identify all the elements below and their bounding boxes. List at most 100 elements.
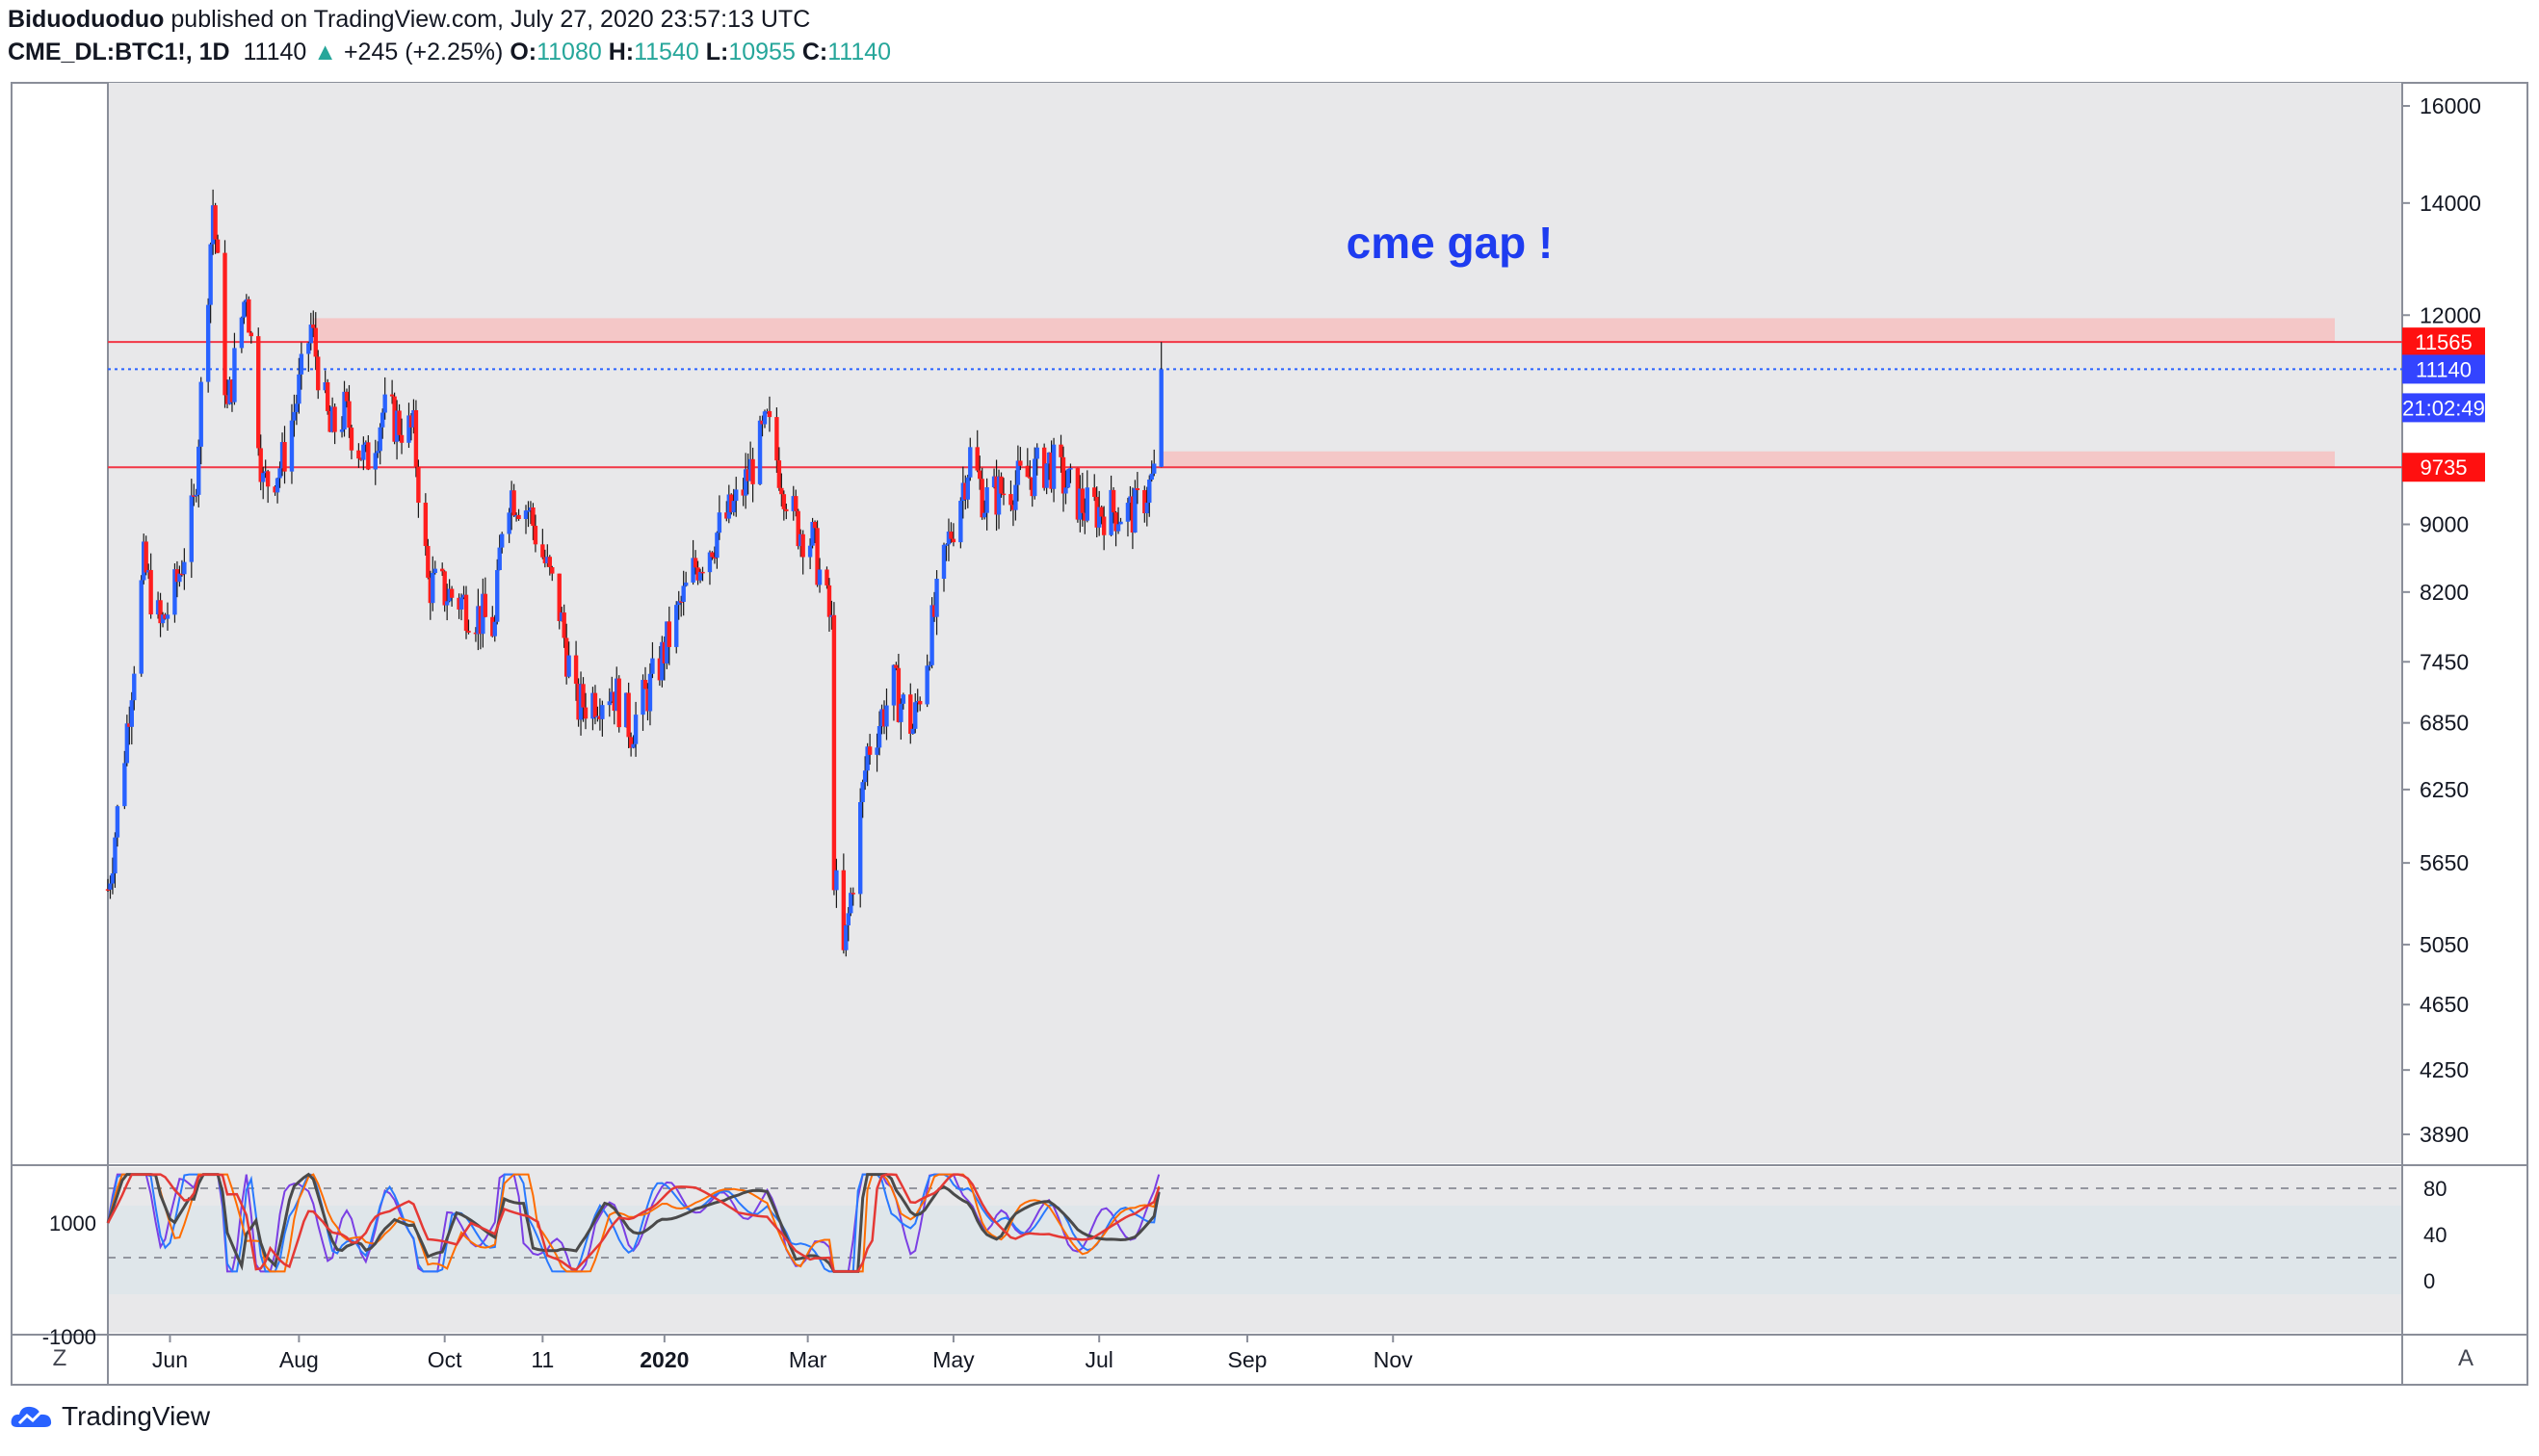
x-tick-label: Oct — [428, 1347, 462, 1372]
candle-body — [545, 557, 550, 563]
candle-body — [927, 664, 932, 667]
candle-body — [356, 450, 361, 459]
candle-body — [392, 396, 397, 442]
candle-body — [1068, 468, 1073, 470]
candle-body — [642, 680, 648, 689]
countdown-tag: 21:02:49 — [2402, 396, 2485, 420]
candle-body — [910, 728, 915, 735]
candle-body — [344, 391, 350, 402]
candle-body — [834, 870, 839, 891]
candle-body — [650, 658, 655, 674]
candle-body — [294, 403, 300, 412]
candle-body — [623, 692, 629, 728]
candle-body — [994, 476, 999, 515]
candle-body — [249, 332, 253, 337]
candle-body — [115, 806, 120, 838]
candle-body — [815, 528, 820, 585]
candle-body — [540, 544, 545, 558]
candle-body — [1125, 503, 1131, 522]
candle-body — [490, 616, 495, 637]
candle-body — [476, 606, 481, 635]
candle-body — [144, 541, 148, 573]
candle-body — [1094, 496, 1099, 528]
candle-body — [991, 476, 997, 488]
candle-body — [707, 552, 713, 573]
candle-body — [982, 512, 987, 518]
candle-body — [595, 715, 600, 718]
candle-body — [576, 684, 581, 720]
candle-body — [980, 479, 984, 518]
candle-body — [695, 567, 700, 581]
candle-body — [244, 299, 249, 302]
price-change: +245 (+2.25%) — [343, 39, 504, 65]
candle-body — [896, 667, 902, 722]
low-label: L: — [705, 39, 729, 65]
zoom-left-button[interactable]: Z — [53, 1345, 67, 1371]
gap-zone-lower — [1161, 451, 2335, 468]
candle-body — [495, 570, 500, 622]
candle-body — [1092, 487, 1097, 497]
candle-body — [210, 205, 216, 245]
candle-body — [399, 434, 405, 443]
candle-body — [279, 442, 285, 469]
legend-row: CME_DL:BTC1!, 1D 11140 ▲ +245 (+2.25%) O… — [8, 39, 891, 66]
candle-body — [557, 573, 562, 621]
candle-body — [765, 410, 770, 413]
candle-body — [449, 588, 455, 598]
candle-body — [533, 526, 538, 545]
candle-body — [473, 632, 479, 635]
candle-body — [1130, 496, 1136, 533]
candle-body — [841, 870, 847, 950]
candle-body — [1008, 494, 1013, 506]
candle-body — [423, 503, 429, 546]
candle-body — [931, 605, 937, 617]
candle-body — [667, 621, 671, 647]
candle-body — [844, 924, 849, 950]
y-tick-label: 4250 — [2420, 1057, 2469, 1082]
annotation-text[interactable]: cme gap ! — [1347, 218, 1554, 268]
candle-body — [826, 585, 832, 617]
candle-body — [999, 476, 1004, 494]
price-tag-11140: 11140 — [2416, 357, 2472, 381]
candle-body — [273, 486, 277, 493]
y-tick-label: 6850 — [2420, 711, 2469, 736]
candle-body — [311, 325, 316, 328]
cloud-icon — [11, 1406, 52, 1427]
candle-body — [626, 692, 631, 738]
candle-body — [500, 533, 505, 548]
candle-body — [812, 521, 818, 529]
candle-body — [929, 605, 934, 665]
candle-body — [376, 451, 380, 454]
tradingview-logo[interactable]: TradingView — [10, 1401, 210, 1432]
candle-body — [466, 631, 471, 633]
author-name[interactable]: Biduoduoduo — [8, 6, 165, 33]
candle-body — [846, 913, 851, 925]
countdown-tag-bg — [2402, 393, 2485, 423]
candle-body — [615, 678, 619, 712]
candle-body — [1075, 468, 1081, 520]
price-tag-11565-bg — [2402, 327, 2485, 357]
candle-body — [299, 353, 304, 375]
candle-body — [408, 415, 414, 428]
candle-body — [1101, 516, 1107, 535]
candle-body — [899, 703, 903, 722]
candle-body — [1097, 507, 1102, 528]
candle-body — [760, 420, 765, 425]
candle-body — [612, 691, 616, 712]
candle-body — [316, 356, 321, 391]
published-text: published on TradingView.com, July 27, 2… — [170, 6, 811, 33]
symbol-label: CME_DL:BTC1!, 1D — [8, 39, 230, 65]
candle-body — [1111, 489, 1116, 513]
candle-body — [342, 391, 347, 430]
candle-body — [1063, 487, 1068, 494]
candle-body — [875, 747, 879, 755]
candle-body — [289, 420, 295, 472]
auto-scale-button[interactable]: A — [2458, 1345, 2474, 1371]
close-value: 11140 — [827, 39, 892, 65]
candle-body — [891, 664, 897, 706]
candle-body — [1025, 465, 1030, 478]
candle-body — [292, 411, 297, 421]
candle-body — [358, 458, 364, 460]
candle-body — [1044, 463, 1049, 488]
